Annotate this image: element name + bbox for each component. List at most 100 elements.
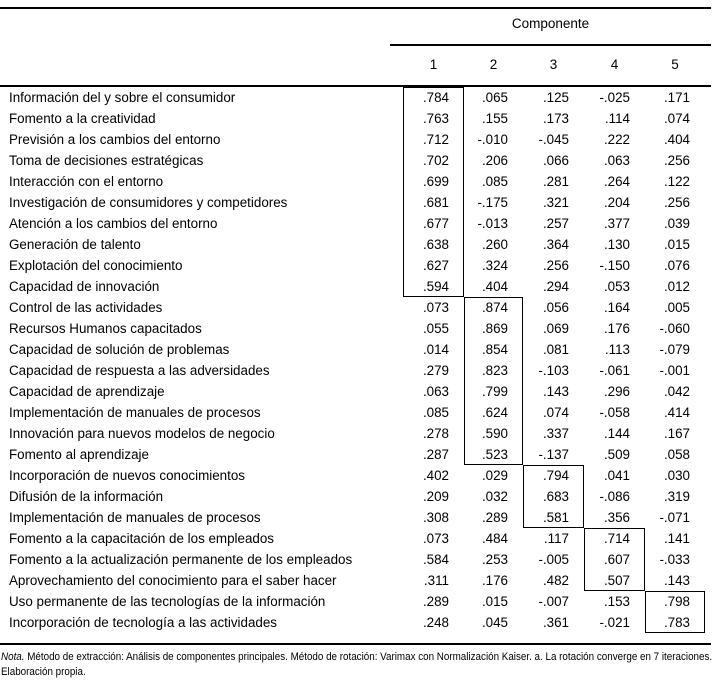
- table-row: Innovación para nuevos modelos de negoci…: [0, 423, 717, 444]
- row-label: Capacidad de solución de problemas: [9, 342, 230, 357]
- loading-value-col2: .260: [481, 237, 508, 252]
- loading-value-col3: -.103: [538, 363, 569, 378]
- loading-value-col3: .125: [542, 90, 569, 105]
- table-row: Investigación de consumidores y competid…: [0, 192, 717, 213]
- row-label: Capacidad de aprendizaje: [9, 384, 165, 399]
- table-row: Uso permanente de las tecnologías de la …: [0, 591, 717, 612]
- table-row: Implementación de manuales de procesos .…: [0, 507, 717, 528]
- loading-value-col5: .122: [663, 174, 690, 189]
- column-header-4: 4: [610, 57, 619, 72]
- row-label: Previsión a los cambios del entorno: [9, 132, 221, 147]
- loading-value-col2: .484: [481, 531, 508, 546]
- loading-value-col2: .404: [481, 279, 508, 294]
- loading-value-col2: -.013: [477, 216, 508, 231]
- loading-value-col5: .783: [663, 615, 690, 630]
- row-label: Fomento a la creatividad: [9, 111, 156, 126]
- note-line-2: Elaboración propia.: [1, 665, 86, 678]
- table-row: Previsión a los cambios del entorno .712…: [0, 129, 717, 150]
- component-header-underline: [390, 44, 711, 46]
- table-note: Nota. Método de extracción: Análisis de …: [1, 650, 717, 679]
- loading-value-col1: .014: [422, 342, 449, 357]
- loading-value-col5: -.079: [659, 342, 690, 357]
- row-label: Implementación de manuales de procesos: [9, 510, 261, 525]
- loading-value-col4: .296: [603, 384, 630, 399]
- loading-value-col3: .683: [542, 489, 569, 504]
- loading-value-col2: .624: [481, 405, 508, 420]
- loading-value-col3: .294: [542, 279, 569, 294]
- table-top-rule: [0, 7, 711, 9]
- loading-value-col2: .869: [481, 321, 508, 336]
- table-row: Atención a los cambios del entorno .677 …: [0, 213, 717, 234]
- loading-value-col2: .206: [481, 153, 508, 168]
- loading-value-col4: -.025: [599, 90, 630, 105]
- loading-value-col2: .032: [481, 489, 508, 504]
- loading-value-col1: .584: [422, 552, 449, 567]
- loading-value-col1: .279: [422, 363, 449, 378]
- loading-value-col1: .248: [422, 615, 449, 630]
- row-label: Toma de decisiones estratégicas: [9, 153, 204, 168]
- column-header-3: 3: [549, 57, 558, 72]
- loading-value-col4: -.061: [599, 363, 630, 378]
- loading-value-col4: .377: [603, 216, 630, 231]
- loading-value-col1: .055: [422, 321, 449, 336]
- loading-value-col1: .289: [422, 594, 449, 609]
- loading-value-col5: .171: [663, 90, 690, 105]
- loading-value-col4: .204: [603, 195, 630, 210]
- loading-value-col3: .117: [543, 531, 569, 546]
- loading-value-col3: .173: [542, 111, 569, 126]
- row-label: Fomento a la actualización permanente de…: [9, 552, 353, 567]
- loading-value-col1: .627: [422, 258, 449, 273]
- loading-value-col5: -.071: [659, 510, 690, 525]
- loading-value-col3: .337: [542, 426, 569, 441]
- note-line-1: Nota. Método de extracción: Análisis de …: [1, 650, 717, 665]
- column-header-2: 2: [489, 57, 498, 72]
- loading-value-col1: .702: [422, 153, 449, 168]
- row-label: Difusión de la información: [9, 489, 164, 504]
- loading-value-col5: .012: [663, 279, 690, 294]
- loading-value-col2: .823: [481, 363, 508, 378]
- loading-value-col3: .074: [542, 405, 569, 420]
- table-row: Incorporación de tecnología a las activi…: [0, 612, 717, 633]
- table-row: Fomento al aprendizaje .287 .523 -.137 .…: [0, 444, 717, 465]
- loading-value-col5: .256: [663, 195, 690, 210]
- loading-value-col1: .073: [422, 300, 449, 315]
- loading-value-col2: .874: [481, 300, 508, 315]
- loading-value-col4: .153: [603, 594, 630, 609]
- loading-value-col1: .699: [422, 174, 449, 189]
- loading-value-col4: -.021: [599, 615, 630, 630]
- loading-value-col4: .507: [603, 573, 630, 588]
- table-row: Difusión de la información .209 .032 .68…: [0, 486, 717, 507]
- loading-value-col5: .143: [663, 573, 690, 588]
- table-row: Toma de decisiones estratégicas .702 .20…: [0, 150, 717, 171]
- row-label: Uso permanente de las tecnologías de la …: [9, 594, 326, 609]
- table-row: Capacidad de solución de problemas .014 …: [0, 339, 717, 360]
- loading-value-col1: .681: [422, 195, 449, 210]
- loading-value-col5: .141: [663, 531, 690, 546]
- row-label: Incorporación de nuevos conocimientos: [9, 468, 245, 483]
- table-row: Fomento a la capacitación de los emplead…: [0, 528, 717, 549]
- loading-value-col1: .712: [422, 132, 449, 147]
- loading-value-col1: .763: [422, 111, 449, 126]
- loading-value-col1: .594: [422, 279, 449, 294]
- loading-value-col3: .281: [542, 174, 569, 189]
- loading-value-col3: .361: [542, 615, 569, 630]
- loading-value-col4: .714: [603, 531, 630, 546]
- row-label: Control de las actividades: [9, 300, 163, 315]
- loading-value-col3: -.137: [538, 447, 569, 462]
- row-label: Información del y sobre el consumidor: [9, 90, 236, 105]
- loading-value-col1: .677: [422, 216, 449, 231]
- table-bottom-rule: [0, 643, 711, 645]
- loading-value-col5: -.033: [659, 552, 690, 567]
- loading-value-col5: .042: [663, 384, 690, 399]
- loading-value-col2: -.175: [477, 195, 508, 210]
- header-divider-rule: [0, 85, 711, 87]
- loading-value-col5: .256: [663, 153, 690, 168]
- row-label: Interacción con el entorno: [9, 174, 164, 189]
- row-label: Capacidad de respuesta a las adversidade…: [9, 363, 270, 378]
- loading-value-col5: .074: [663, 111, 690, 126]
- loading-value-col3: -.005: [538, 552, 569, 567]
- loading-value-col5: .167: [663, 426, 690, 441]
- loading-value-col5: .404: [663, 132, 690, 147]
- loading-value-col2: -.010: [477, 132, 508, 147]
- row-label: Atención a los cambios del entorno: [9, 216, 218, 231]
